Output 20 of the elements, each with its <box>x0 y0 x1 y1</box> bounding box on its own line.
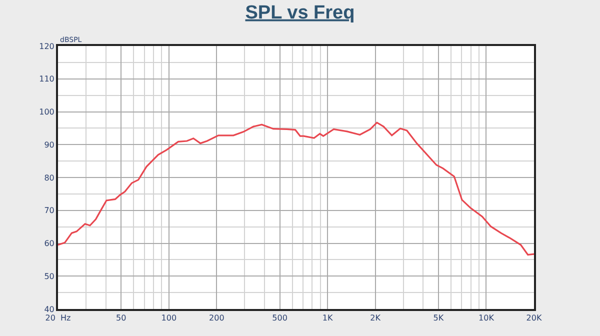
x-tick-label: 200 <box>209 314 224 323</box>
y-tick-label: 70 <box>44 206 54 216</box>
y-tick-label: 120 <box>39 42 54 51</box>
y-tick-label: 110 <box>39 74 54 84</box>
x-tick-label: 20 Hz <box>45 314 71 323</box>
y-tick-label: 100 <box>39 108 54 117</box>
y-tick-label: 50 <box>44 272 54 281</box>
x-tick-label: 2K <box>370 314 382 323</box>
y-tick-label: 40 <box>44 304 54 314</box>
x-tick-label: 50 <box>116 314 126 323</box>
y-tick-label: 60 <box>44 239 54 248</box>
chart-title: SPL vs Freq <box>245 2 355 24</box>
x-tick-label: 100 <box>161 314 177 323</box>
x-tick-label: 10K <box>478 314 495 323</box>
x-tick-label: 500 <box>272 314 288 323</box>
x-tick-label: 20K <box>526 314 542 323</box>
x-tick-label: 5K <box>433 314 444 323</box>
y-tick-label: 90 <box>44 140 54 150</box>
y-tick-label: 80 <box>44 173 54 182</box>
x-tick-label: 1K <box>322 314 334 323</box>
